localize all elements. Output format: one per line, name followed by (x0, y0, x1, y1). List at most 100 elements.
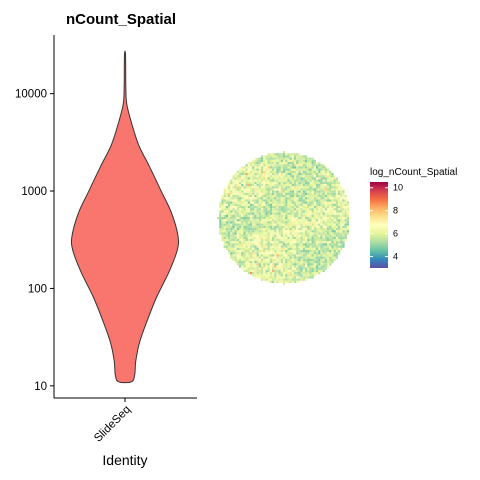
spatial-spot (289, 155, 292, 158)
spatial-spot (287, 232, 290, 235)
spatial-spot (298, 239, 301, 242)
chart-title: nCount_Spatial (66, 11, 176, 28)
spatial-spot (234, 175, 237, 178)
spatial-spot (346, 206, 349, 209)
spatial-spot (322, 223, 325, 226)
spatial-spot (243, 243, 246, 246)
spatial-spot (283, 232, 286, 235)
spatial-spot (307, 217, 310, 220)
spatial-spot (329, 221, 332, 224)
spatial-spot (254, 219, 257, 222)
spatial-spot (239, 252, 242, 255)
spatial-spot (269, 199, 272, 202)
spatial-spot (283, 159, 286, 162)
spatial-spot (274, 166, 277, 169)
spatial-spot (316, 168, 319, 171)
spatial-spot (300, 210, 303, 213)
spatial-spot (316, 186, 319, 189)
spatial-spot (265, 206, 268, 209)
spatial-spot (261, 274, 264, 277)
spatial-spot (344, 197, 347, 200)
spatial-spot (318, 241, 321, 244)
spatial-spot (276, 203, 279, 206)
spatial-spot (309, 192, 312, 195)
spatial-spot (302, 230, 305, 233)
spatial-spot (234, 232, 237, 235)
spatial-spot (276, 254, 279, 257)
spatial-spot (258, 225, 261, 228)
spatial-spot (296, 168, 299, 171)
spatial-spot (305, 230, 308, 233)
spatial-spot (280, 162, 283, 165)
spatial-spot (272, 155, 275, 158)
spatial-spot (320, 265, 323, 268)
spatial-spot (324, 177, 327, 180)
spatial-spot (252, 203, 255, 206)
spatial-spot (333, 236, 336, 239)
spatial-spot (327, 234, 330, 237)
spatial-spot (252, 206, 255, 209)
spatial-spot (296, 243, 299, 246)
spatial-spot (298, 245, 301, 248)
spatial-spot (243, 214, 246, 217)
spatial-spot (245, 265, 248, 268)
spatial-spot (276, 278, 279, 281)
spatial-spot (280, 225, 283, 228)
spatial-spot (289, 179, 292, 182)
spatial-spot (232, 256, 235, 259)
spatial-spot (241, 265, 244, 268)
spatial-spot (302, 228, 305, 231)
spatial-spot (256, 265, 259, 268)
spatial-spot (267, 164, 270, 167)
spatial-spot (335, 230, 338, 233)
spatial-spot (258, 168, 261, 171)
spatial-spot (322, 177, 325, 180)
spatial-spot (305, 208, 308, 211)
spatial-spot (254, 247, 257, 250)
spatial-spot (324, 232, 327, 235)
spatial-spot (296, 219, 299, 222)
spatial-spot (285, 210, 288, 213)
spatial-spot (327, 225, 330, 228)
spatial-spot (280, 252, 283, 255)
spatial-spot (342, 199, 345, 202)
spatial-spot (225, 192, 228, 195)
spatial-spot (276, 263, 279, 266)
spatial-spot (338, 206, 341, 209)
spatial-spot (338, 221, 341, 224)
spatial-spot (241, 256, 244, 259)
spatial-spot (327, 252, 330, 255)
spatial-spot (269, 210, 272, 213)
spatial-spot (296, 197, 299, 200)
spatial-spot (225, 188, 228, 191)
spatial-spot (234, 195, 237, 198)
spatial-spot (313, 197, 316, 200)
spatial-spot (313, 252, 316, 255)
spatial-spot (243, 234, 246, 237)
spatial-spot (324, 267, 327, 270)
spatial-spot (245, 230, 248, 233)
spatial-spot (258, 188, 261, 191)
spatial-spot (291, 278, 294, 281)
spatial-spot (278, 239, 281, 242)
spatial-spot (296, 239, 299, 242)
spatial-spot (256, 208, 259, 211)
spatial-spot (302, 195, 305, 198)
spatial-spot (305, 199, 308, 202)
spatial-spot (236, 232, 239, 235)
spatial-spot (289, 252, 292, 255)
legend-tick-label: 6 (393, 229, 398, 239)
spatial-spot (296, 280, 299, 283)
spatial-spot (263, 276, 266, 279)
spatial-spot (322, 192, 325, 195)
spatial-spot (291, 159, 294, 162)
spatial-spot (287, 197, 290, 200)
spatial-spot (274, 188, 277, 191)
spatial-spot (221, 212, 224, 215)
spatial-spot (258, 254, 261, 257)
spatial-spot (234, 181, 237, 184)
spatial-spot (223, 236, 226, 239)
spatial-spot (280, 164, 283, 167)
spatial-spot (313, 164, 316, 167)
spatial-spot (267, 170, 270, 173)
